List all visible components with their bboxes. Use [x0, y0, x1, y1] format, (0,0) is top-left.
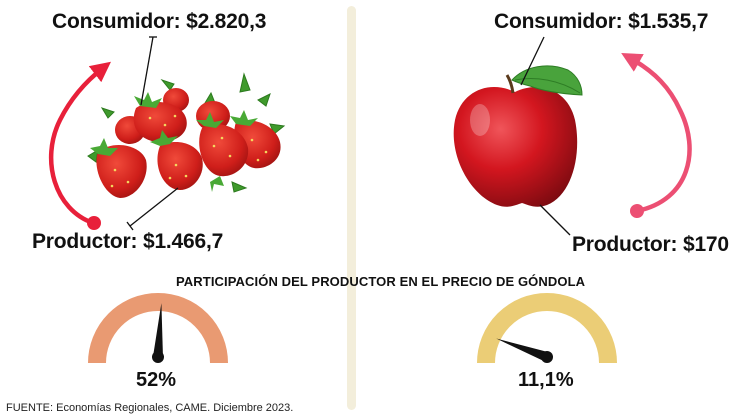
- left-consumer-price: Consumidor: $2.820,3: [52, 10, 267, 33]
- center-title: PARTICIPACIÓN DEL PRODUCTOR EN EL PRECIO…: [176, 274, 586, 289]
- left-percentage: 52%: [136, 369, 177, 391]
- center-divider: [347, 6, 356, 410]
- right-gauge: [477, 293, 617, 364]
- left-producer-price: Productor: $1.466,7: [32, 230, 224, 253]
- strawberries-image: [87, 72, 286, 198]
- gauge-needle-icon: [153, 303, 163, 358]
- right-price-arrow: [621, 53, 692, 218]
- left-price-arrow: [48, 61, 111, 230]
- source-note: FUENTE: Economías Regionales, CAME. Dici…: [6, 402, 294, 414]
- right-leader-lines: [520, 36, 571, 236]
- right-producer-price: Productor: $170: [572, 233, 729, 256]
- right-consumer-price: Consumidor: $1.535,7: [494, 10, 709, 33]
- apple-image: [453, 65, 583, 207]
- gauge-needle-icon: [496, 338, 549, 362]
- left-arrow-start-dot: [87, 216, 101, 230]
- left-gauge: [88, 293, 228, 364]
- right-arrow-start-dot: [630, 204, 644, 218]
- left-leader-lines: [126, 36, 179, 231]
- right-percentage: 11,1%: [518, 369, 574, 391]
